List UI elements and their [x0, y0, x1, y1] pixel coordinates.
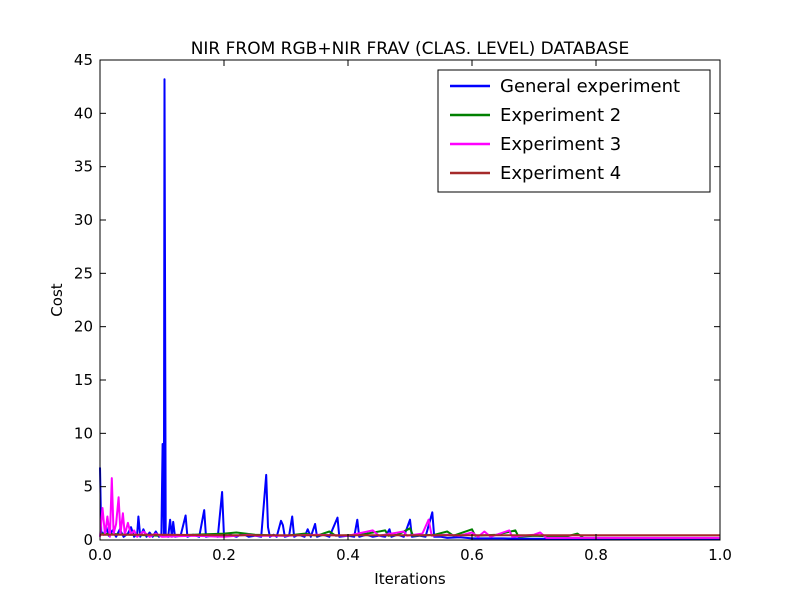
y-tick-label: 35 [74, 158, 93, 176]
x-tick-label: 0.8 [584, 546, 608, 564]
x-axis: 0.0 0.2 0.4 0.6 0.8 1.0 [88, 60, 732, 564]
y-tick-label: 45 [74, 51, 93, 69]
y-tick-label: 20 [74, 318, 93, 336]
legend-items: General experiment Experiment 2 Experiment… [450, 76, 680, 184]
x-axis-label: Iterations [374, 570, 446, 588]
legend: General experiment Experiment 2 Experiment… [437, 69, 711, 193]
series-layer [99, 78, 720, 540]
y-tick-label: 15 [74, 371, 93, 389]
legend-label: Experiment 2 [500, 105, 621, 126]
series-line-1 [99, 78, 720, 540]
y-axis: 0 5 10 15 20 25 30 35 40 45 [74, 51, 720, 549]
x-tick-label: 1.0 [708, 546, 732, 564]
y-tick-label: 40 [74, 104, 93, 122]
y-tick-label: 30 [74, 211, 93, 229]
x-tick-label: 0.6 [460, 546, 484, 564]
chart-title: NIR FROM RGB+NIR FRAV (CLAS. LEVEL) DATA… [191, 39, 630, 59]
x-tick-label: 0.0 [88, 546, 112, 564]
y-tick-label: 5 [83, 478, 93, 496]
series-line-4 [100, 533, 720, 537]
series-line-2 [99, 527, 720, 539]
x-tick-label: 0.4 [336, 546, 360, 564]
y-tick-label: 0 [83, 531, 93, 549]
x-tick-label: 0.2 [212, 546, 236, 564]
legend-label: Experiment 3 [500, 134, 621, 155]
y-tick-label: 25 [74, 264, 93, 282]
y-axis-label: Cost [48, 283, 66, 316]
y-tick-label: 10 [74, 424, 93, 442]
plot-frame [99, 59, 721, 541]
legend-label: Experiment 4 [500, 163, 621, 184]
legend-label: General experiment [500, 76, 680, 97]
legend-box [437, 69, 711, 193]
